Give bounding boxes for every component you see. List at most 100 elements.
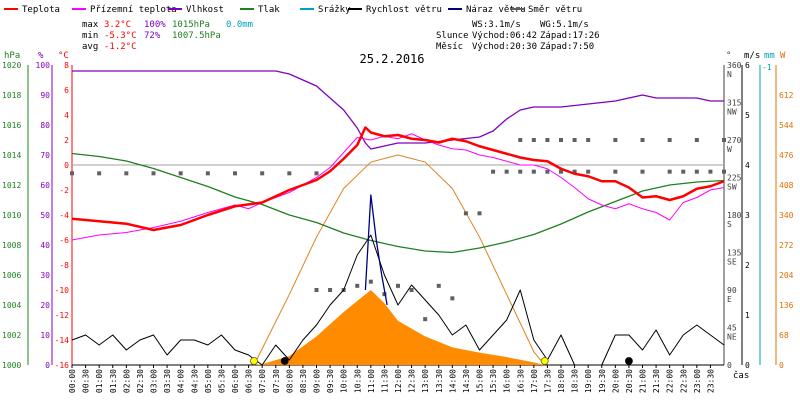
wind-dir-point <box>504 169 509 174</box>
time-tick-label: 17:00 <box>530 369 539 393</box>
dir-tick-label: 0 <box>727 361 732 370</box>
stat-max-press: 1015hPa <box>172 20 210 30</box>
temp-tick-label: 0 <box>64 161 69 170</box>
hum-tick-label: 70 <box>40 151 50 160</box>
wind-dir-point <box>287 171 292 176</box>
press-tick-label: 1006 <box>2 271 21 280</box>
dir-compass-label: S <box>727 220 732 229</box>
wind-gust-line <box>364 194 388 306</box>
hum-tick-label: 100 <box>36 61 51 70</box>
hum-tick-label: 30 <box>40 271 50 280</box>
wind-dir-point <box>640 169 645 174</box>
dir-compass-label: N <box>727 70 732 79</box>
wind-dir-point <box>423 317 428 322</box>
dir-tick-label: 45 <box>727 324 737 333</box>
time-tick-label: 09:00 <box>313 369 322 393</box>
unit-hpa: hPa <box>4 51 20 61</box>
time-tick-label: 20:30 <box>625 369 634 393</box>
solar-tick-label: 68 <box>779 331 789 340</box>
stat-moonset: Západ:7:50 <box>540 42 594 52</box>
hum-tick-label: 10 <box>40 331 50 340</box>
wind-dir-point <box>694 138 699 142</box>
temp-tick-label: -10 <box>55 286 70 295</box>
wind-dir-point <box>613 169 618 174</box>
time-tick-label: 22:00 <box>666 369 675 393</box>
wind-dir-point <box>396 283 400 288</box>
wind-dir-point <box>328 288 333 292</box>
temperature-line <box>71 126 725 232</box>
temp-tick-label: 6 <box>64 86 69 95</box>
wind-dir-point <box>586 169 591 174</box>
stat-min-temp: -5.3°C <box>104 31 137 41</box>
press-tick-label: 1018 <box>2 91 21 100</box>
time-tick-label: 14:30 <box>462 369 471 393</box>
unit-deg: ° <box>726 51 731 61</box>
time-tick-label: 14:00 <box>448 369 457 393</box>
stat-avg-temp: -1.2°C <box>104 42 137 52</box>
press-tick-label: 1010 <box>2 211 21 220</box>
solar-tick-label: 204 <box>779 271 794 280</box>
chart-title: 25.2.2016 <box>359 52 424 66</box>
wind-dir-point <box>722 169 726 174</box>
wind-dir-point <box>613 138 618 142</box>
time-tick-label: 08:00 <box>285 369 294 393</box>
stat-max-hum: 100% <box>144 20 166 30</box>
wind-dir-point <box>355 283 360 288</box>
legend-label: Přízemní teplota <box>90 5 177 15</box>
wind-dir-point <box>491 169 496 174</box>
time-tick-label: 12:30 <box>408 369 417 393</box>
time-tick-label: 06:30 <box>245 369 254 393</box>
time-tick-label: 01:00 <box>95 369 104 393</box>
stat-max-temp: 3.2°C <box>104 20 131 30</box>
stat-wg: WG:5.1m/s <box>540 20 589 30</box>
stat-avg-label: avg <box>82 42 98 52</box>
time-tick-label: 23:00 <box>693 369 702 393</box>
time-tick-label: 16:30 <box>516 369 525 393</box>
sun-event-marker <box>540 357 549 365</box>
time-tick-label: 05:00 <box>204 369 213 393</box>
solar-tick-label: 136 <box>779 301 794 310</box>
time-tick-label: 19:30 <box>598 369 607 393</box>
time-tick-label: 09:30 <box>326 369 335 393</box>
legend: Teplota Přízemní teplota Vlhkost Tlak Srážky… <box>4 5 582 15</box>
temp-tick-label: -6 <box>59 236 69 245</box>
wind-dir-point <box>559 169 563 174</box>
time-tick-label: 11:00 <box>367 369 376 393</box>
legend-label: Vlhkost <box>186 5 224 15</box>
time-tick-label: 05:30 <box>217 369 226 393</box>
stat-ws: WS:3.1m/s <box>472 20 521 30</box>
dir-tick-label: 180 <box>727 211 742 220</box>
press-tick-label: 1012 <box>2 181 21 190</box>
temp-tick-label: -16 <box>55 361 70 370</box>
time-tick-label: 13:30 <box>435 369 444 393</box>
dir-compass-label: SE <box>727 258 737 267</box>
hum-tick-label: 20 <box>40 301 50 310</box>
legend-label: Náraz větru <box>466 5 526 15</box>
wind-dir-point <box>477 211 482 216</box>
wind-dir-point <box>694 169 699 174</box>
wind-dir-point <box>531 138 536 142</box>
axes: 1020101810161014101210101008100610041002… <box>2 61 794 370</box>
press-tick-label: 1020 <box>2 61 21 70</box>
pressure-line <box>71 152 725 254</box>
time-tick-label: 00:30 <box>82 369 91 393</box>
wind-dir-point <box>205 171 210 176</box>
time-tick-label: 04:30 <box>190 369 199 393</box>
dir-tick-label: 90 <box>727 286 737 295</box>
time-tick-label: 08:30 <box>299 369 308 393</box>
wind-dir-point <box>436 283 441 288</box>
stat-sun-label: Slunce <box>436 31 469 41</box>
time-tick-label: 02:30 <box>136 369 145 393</box>
time-tick-label: 07:00 <box>258 369 267 393</box>
wind-dir-point <box>151 171 156 176</box>
wind-dir-point <box>572 169 577 174</box>
dir-tick-label: 360 <box>727 61 742 70</box>
solar-tick-label: 272 <box>779 241 794 250</box>
stat-max-label: max <box>82 20 99 30</box>
wind-dir-point <box>667 138 672 142</box>
time-tick-label: 18:30 <box>571 369 580 393</box>
solar-tick-label: 612 <box>779 91 794 100</box>
wind-dir-point <box>314 171 319 176</box>
dir-compass-label: NE <box>727 333 737 342</box>
